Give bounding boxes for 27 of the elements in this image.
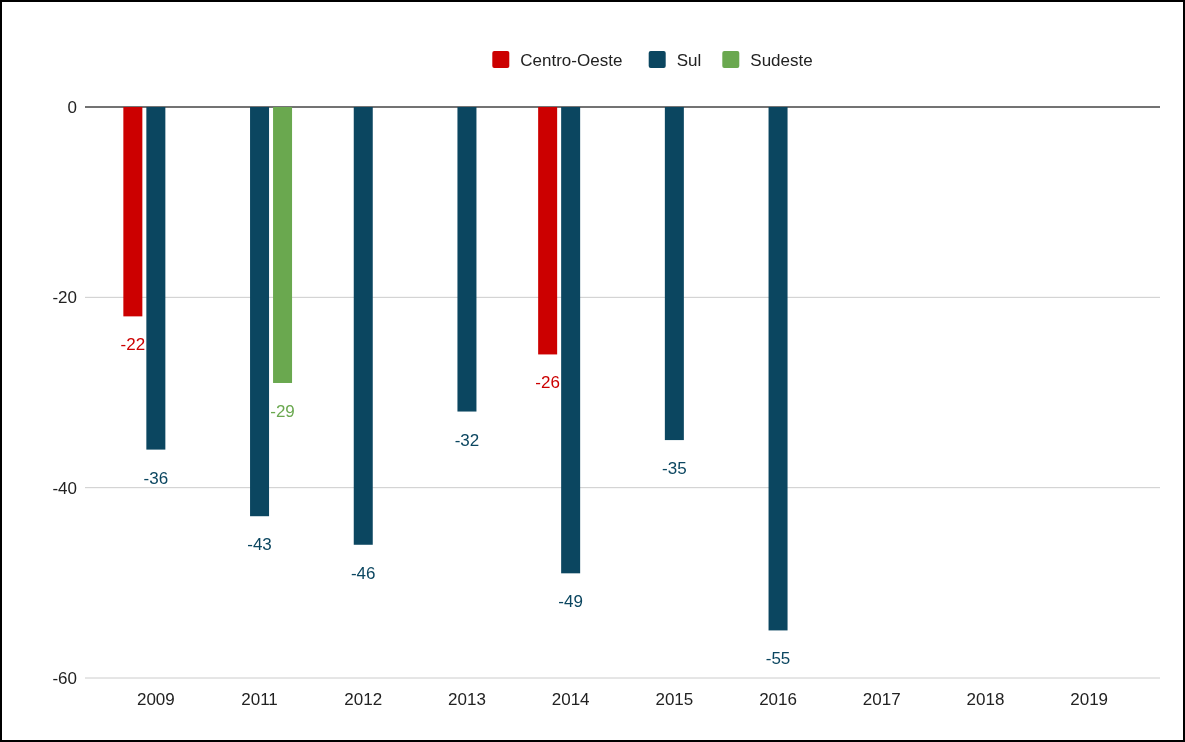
y-tick-label: -20 [52, 288, 77, 308]
data-label: -29 [270, 401, 295, 421]
data-label: -46 [350, 563, 376, 583]
data-label: -22 [120, 335, 146, 355]
x-tick-label: 2014 [551, 690, 590, 709]
y-tick-label: -40 [52, 478, 77, 498]
data-label: -26 [535, 373, 560, 393]
legend-label: Centro-Oeste [520, 51, 623, 70]
x-tick-label: 2016 [759, 690, 797, 709]
y-tick-label: -60 [52, 669, 77, 688]
x-tick-label: 2009 [136, 690, 175, 709]
x-tick-label: 2017 [862, 690, 901, 709]
x-tick-label: 2018 [966, 690, 1005, 709]
data-label: -49 [558, 592, 583, 612]
data-label: -32 [454, 430, 480, 450]
y-tick-label: 0 [67, 98, 77, 117]
data-label: -43 [247, 535, 272, 555]
legend-label: Sudeste [750, 51, 813, 70]
x-tick-label: 2013 [448, 690, 486, 709]
x-tick-label: 2019 [1070, 690, 1109, 709]
x-tick-label: 2011 [241, 690, 278, 709]
x-tick-label: 2015 [655, 690, 694, 709]
data-label: -36 [143, 468, 169, 488]
data-label: -55 [765, 649, 791, 669]
data-label: -35 [662, 459, 687, 479]
x-tick-label: 2012 [344, 690, 383, 709]
legend-label: Sul [676, 51, 702, 70]
